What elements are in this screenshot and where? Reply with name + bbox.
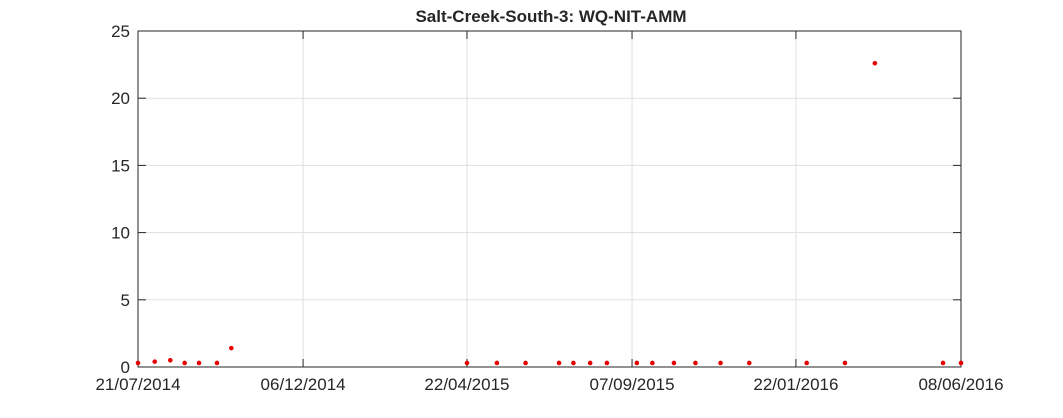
data-point: [135, 360, 141, 366]
y-tick-label: 15: [111, 156, 130, 175]
data-point: [746, 360, 752, 366]
data-point: [556, 360, 562, 366]
data-point: [634, 360, 640, 366]
data-point: [842, 360, 848, 366]
x-tick-label: 22/04/2015: [424, 375, 509, 394]
data-point: [464, 360, 470, 366]
data-point: [718, 360, 723, 366]
data-point: [571, 360, 576, 366]
data-point: [604, 360, 610, 366]
grid-lines: [138, 31, 961, 367]
data-point: [167, 357, 173, 363]
y-tick-label: 20: [111, 89, 130, 108]
data-points: [135, 60, 964, 366]
data-point: [804, 360, 809, 366]
y-tick-label: 0: [121, 358, 130, 377]
data-point: [650, 360, 655, 366]
data-point: [214, 360, 220, 366]
x-tick-label: 07/09/2015: [589, 375, 674, 394]
x-tick-label: 06/12/2014: [261, 375, 346, 394]
y-tick-label: 25: [111, 22, 130, 41]
x-tick-label: 21/07/2014: [95, 375, 180, 394]
data-point: [940, 360, 946, 366]
data-point: [494, 360, 500, 366]
plot-area-frame: [137, 30, 962, 368]
data-point: [587, 360, 593, 366]
y-tick-label: 5: [121, 291, 130, 310]
tick-labels: 21/07/2014 06/12/2014 22/04/2015 07/09/2015…: [95, 22, 1003, 394]
data-point: [872, 60, 878, 66]
x-tick-label: 08/06/2016: [918, 375, 1003, 394]
data-point: [229, 345, 234, 351]
data-point: [182, 360, 187, 366]
data-point: [196, 360, 202, 366]
data-point: [152, 359, 158, 364]
data-point: [523, 360, 528, 366]
data-point: [671, 360, 677, 366]
x-tick-label: 22/01/2016: [753, 375, 838, 394]
data-point: [958, 360, 964, 366]
chart-title: Salt-Creek-South-3: WQ-NIT-AMM: [415, 7, 686, 26]
y-tick-label: 10: [111, 224, 130, 243]
data-point: [693, 360, 698, 366]
